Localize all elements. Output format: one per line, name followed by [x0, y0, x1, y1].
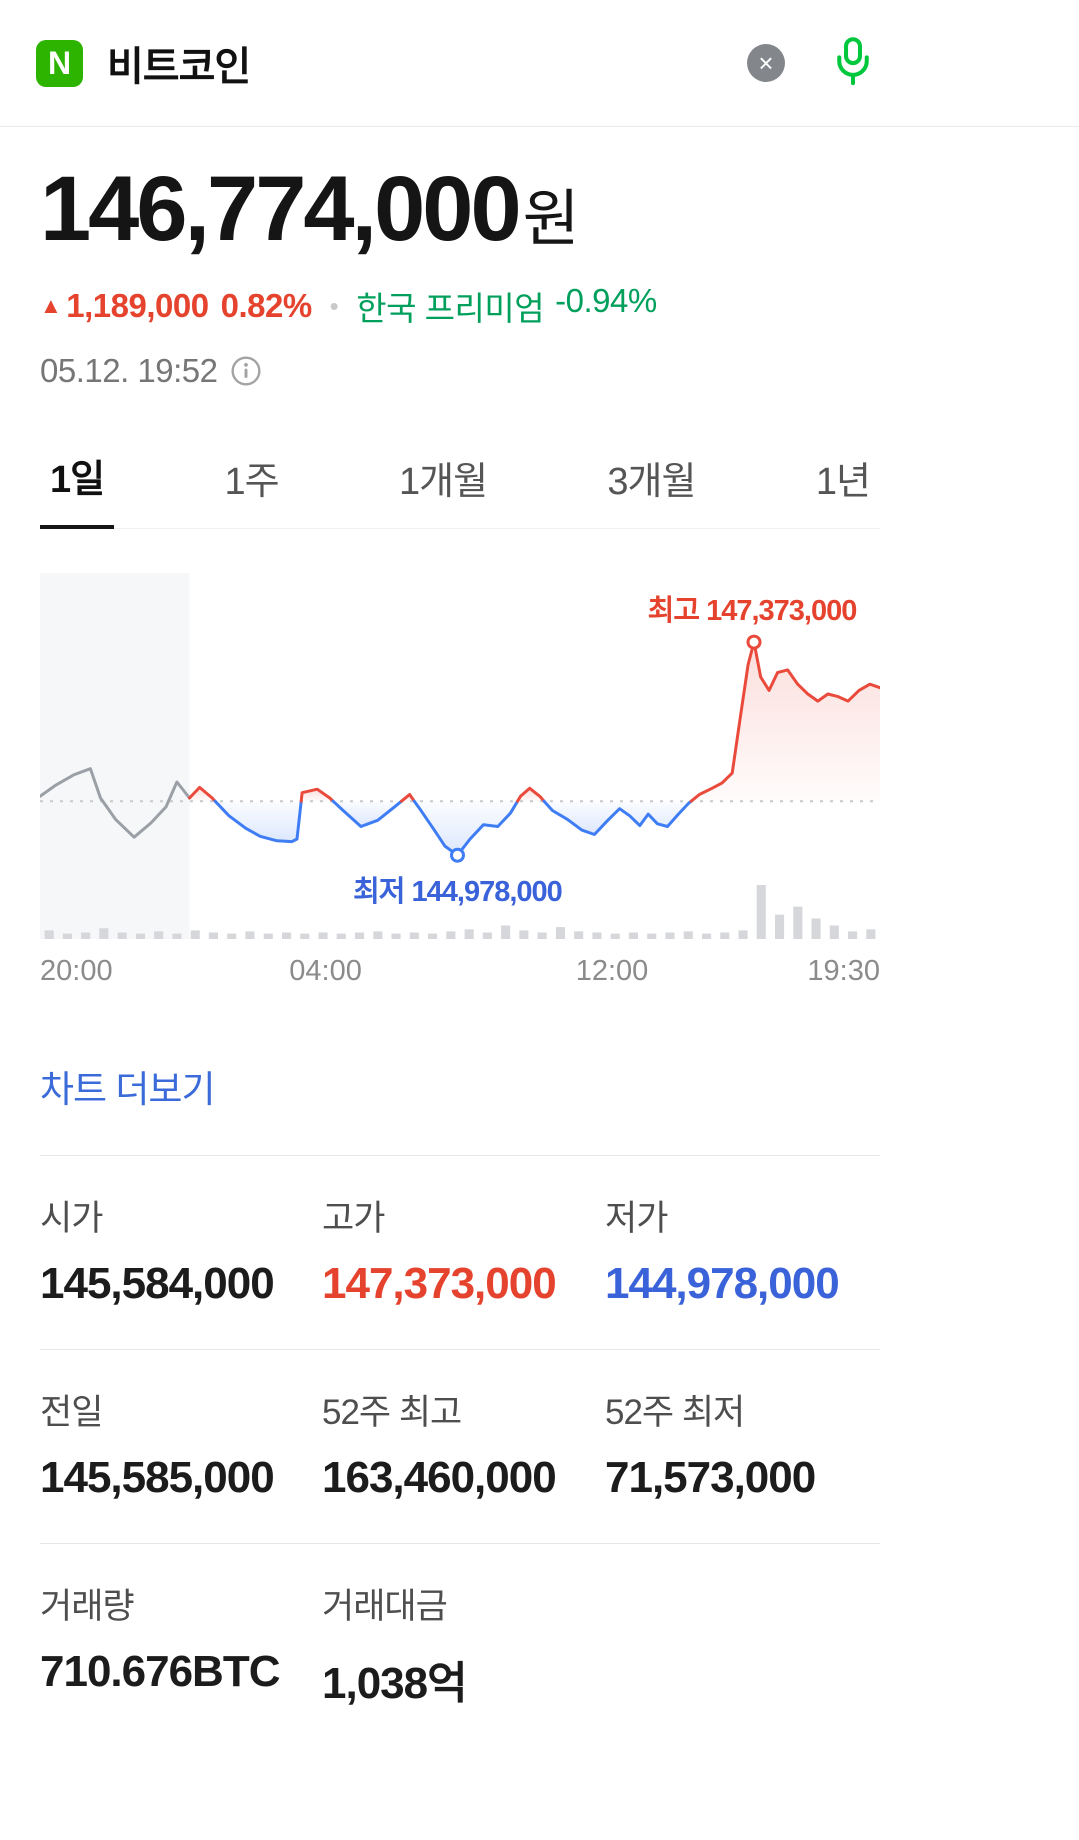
x-axis-labels: 20:00 04:00 12:00 19:30: [40, 955, 880, 997]
stat-value: 145,585,000: [40, 1453, 275, 1502]
x-tick: 20:00: [40, 955, 113, 987]
price-chart-svg[interactable]: 최고 147,373,000 최저 144,978,000: [40, 573, 880, 945]
stat-label: 전일: [40, 1393, 103, 1432]
stat-value: 1,038억: [322, 1659, 468, 1708]
stat-value: 145,584,000: [40, 1259, 275, 1308]
dot-separator-icon: •: [329, 290, 339, 321]
naver-logo[interactable]: N: [36, 39, 83, 87]
stats-row: 시가 145,584,000 고가 147,373,000 저가 144,978,000: [40, 1155, 880, 1349]
change-percent: 0.82%: [220, 287, 313, 324]
quote-timestamp-row: 05.12. 19:52: [40, 352, 1039, 390]
chart-more-link[interactable]: 차트 더보기: [40, 1069, 215, 1110]
change-value: 1,189,000: [66, 287, 209, 324]
stat-label: 52주 최고: [322, 1393, 462, 1432]
korea-premium: 한국 프리미엄 -0.94%: [356, 282, 657, 330]
stat-label: 52주 최저: [605, 1393, 745, 1432]
info-icon[interactable]: [230, 355, 262, 387]
premium-label: 한국 프리미엄: [356, 290, 545, 327]
x-tick: 04:00: [289, 955, 362, 987]
search-header: N 비트코인 ×: [0, 0, 1079, 127]
price-currency: 원: [522, 185, 580, 254]
tab-1d[interactable]: 1일: [40, 448, 115, 529]
stat-label: 거래대금: [322, 1587, 448, 1626]
time-range-tabs: 1일 1주 1개월 3개월 1년: [40, 448, 880, 529]
search-query-input[interactable]: 비트코인: [107, 45, 251, 89]
stat-value: 710.676BTC: [40, 1647, 280, 1696]
price-chart[interactable]: 최고 147,373,000 최저 144,978,000 20:00 04:00 1…: [40, 573, 880, 997]
price-change-row: ▲ 1,189,000 0.82% • 한국 프리미엄 -0.94%: [40, 282, 1039, 330]
stat-label: 저가: [605, 1199, 668, 1238]
stat-value: 147,373,000: [322, 1259, 557, 1308]
close-icon: ×: [758, 48, 774, 78]
stats-row: 전일 145,585,000 52주 최고 163,460,000 52주 최저 71,5…: [40, 1349, 880, 1543]
quote-timestamp: 05.12. 19:52: [40, 352, 218, 389]
svg-text:최고 147,373,000: 최고 147,373,000: [648, 594, 857, 627]
stat-open: 시가 145,584,000: [40, 1190, 322, 1309]
price-change: ▲ 1,189,000 0.82%: [40, 287, 312, 325]
stat-value: 144,978,000: [605, 1259, 840, 1308]
volume-bars: [44, 885, 876, 939]
tab-1y[interactable]: 1년: [806, 448, 880, 528]
stat-high: 고가 147,373,000: [322, 1190, 605, 1309]
price-line: [40, 640, 880, 857]
stats-row: 거래량 710.676BTC 거래대금 1,038억: [40, 1543, 880, 1751]
voice-search-button[interactable]: [831, 35, 875, 92]
tab-1w[interactable]: 1주: [214, 448, 288, 528]
stat-label: 거래량: [40, 1587, 135, 1626]
x-tick: 12:00: [575, 955, 649, 987]
x-tick: 19:30: [807, 955, 880, 987]
tab-3mo[interactable]: 3개월: [597, 448, 705, 528]
stat-value: 163,460,000: [322, 1453, 557, 1502]
mic-icon: [837, 36, 869, 85]
clear-search-button[interactable]: ×: [747, 44, 785, 82]
stat-trade-value: 거래대금 1,038억: [322, 1578, 605, 1711]
stat-volume: 거래량 710.676BTC: [40, 1578, 322, 1711]
stat-value: 71,573,000: [605, 1453, 816, 1502]
svg-text:최저 144,978,000: 최저 144,978,000: [353, 875, 562, 908]
stat-low: 저가 144,978,000: [605, 1190, 880, 1309]
stat-label: 시가: [40, 1199, 103, 1238]
tab-1mo[interactable]: 1개월: [389, 448, 497, 528]
stat-label: 고가: [322, 1199, 385, 1238]
stat-prev-close: 전일 145,585,000: [40, 1384, 322, 1503]
main-content: 146,774,000원 ▲ 1,189,000 0.82% • 한국 프리미엄…: [0, 157, 1079, 1751]
stats-table: 시가 145,584,000 고가 147,373,000 저가 144,978,000 전…: [40, 1155, 880, 1751]
prev-session-bg: [40, 573, 190, 939]
high-low-annotations: 최고 147,373,000 최저 144,978,000: [353, 594, 857, 908]
premium-value: -0.94%: [555, 282, 657, 319]
current-price: 146,774,000원: [40, 157, 1039, 262]
up-arrow-icon: ▲: [40, 293, 62, 318]
stat-high-52w: 52주 최고 163,460,000: [322, 1384, 605, 1503]
stat-low-52w: 52주 최저 71,573,000: [605, 1384, 880, 1503]
price-value: 146,774,000: [40, 158, 522, 260]
